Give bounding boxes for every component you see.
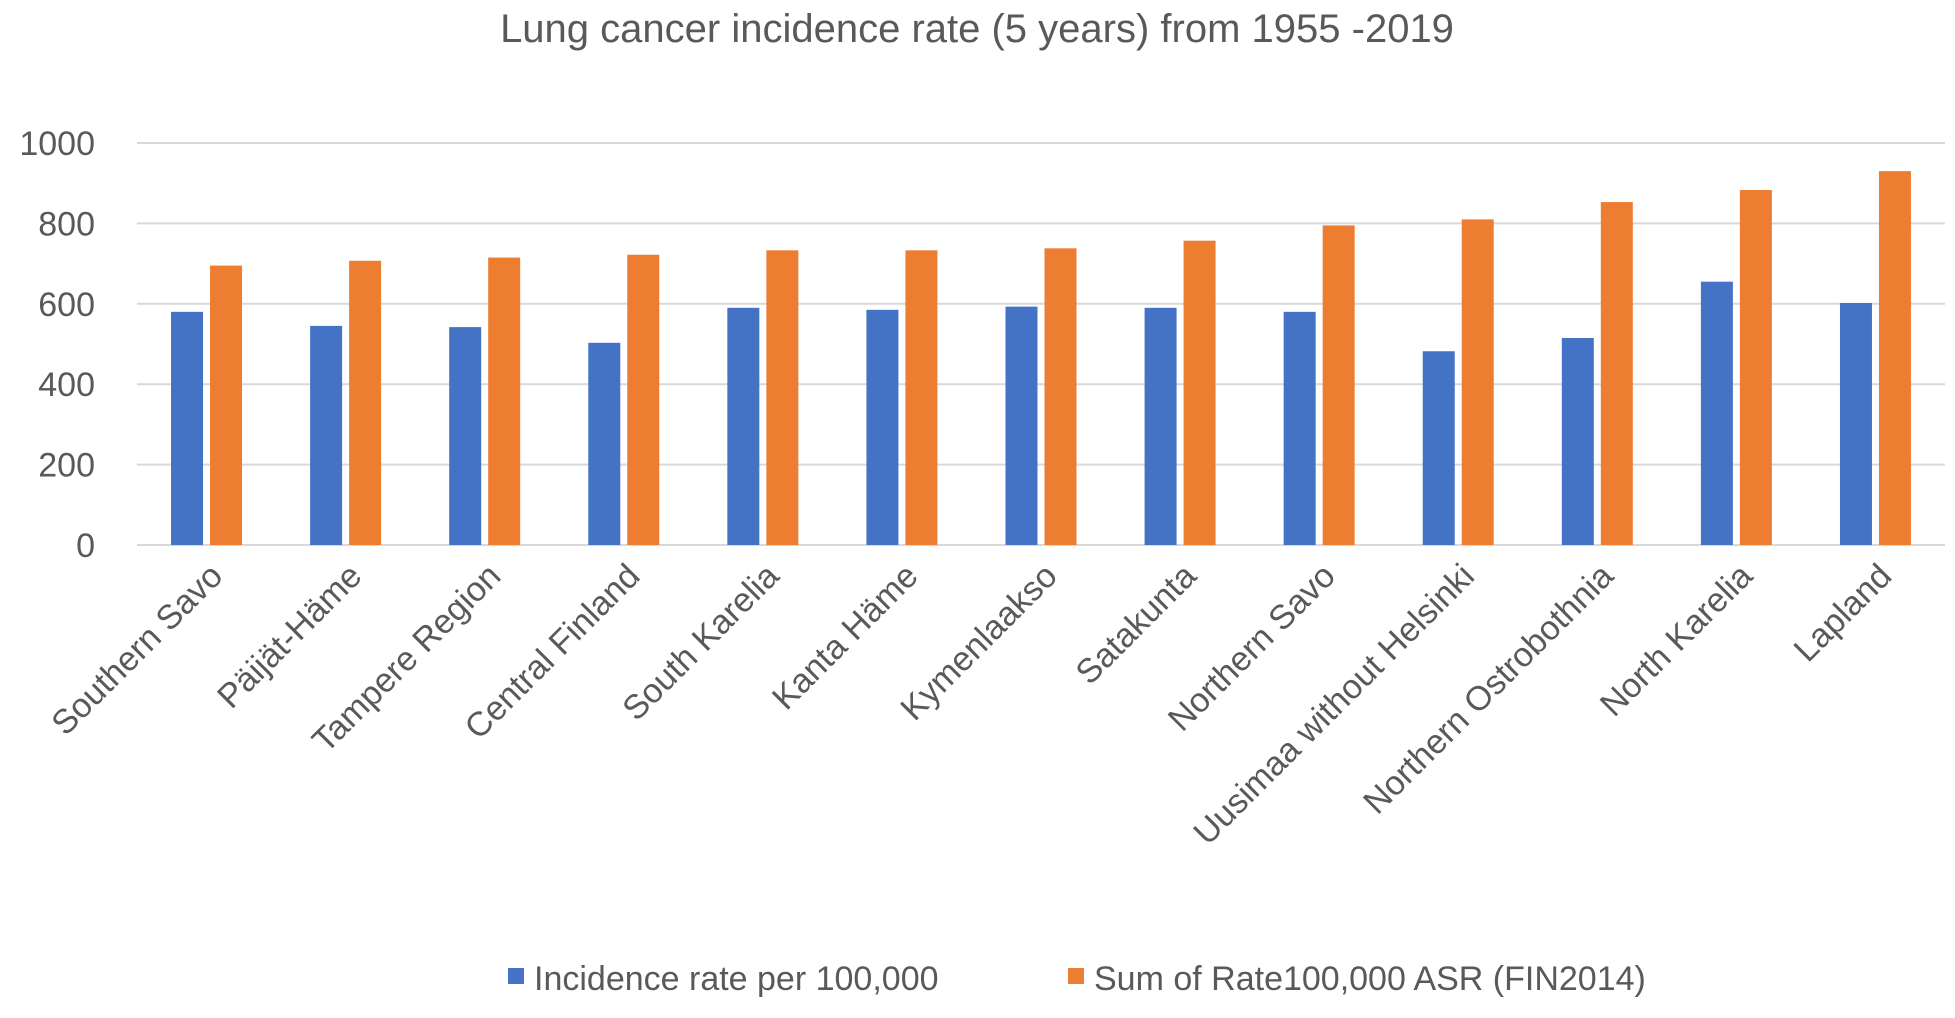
- y-axis-ticks: 0 200 400 600 800 1000: [19, 125, 95, 565]
- bar-asr-sum-3: [627, 254, 660, 546]
- x-category-label: Northern Ostrobothnia: [1356, 557, 1621, 822]
- y-tick-label: 800: [38, 205, 95, 243]
- x-category-label: Satakunta: [1069, 557, 1204, 692]
- legend-label: Incidence rate per 100,000: [534, 960, 939, 998]
- legend-label: Sum of Rate100,000 ASR (FIN2014): [1094, 960, 1646, 998]
- bar-incidence-rate-3: [588, 342, 621, 545]
- bar-asr-sum-9: [1461, 219, 1494, 545]
- legend-swatch: [1068, 968, 1084, 984]
- bar-incidence-rate-9: [1422, 351, 1455, 545]
- bar-incidence-rate-0: [171, 311, 204, 545]
- bar-incidence-rate-5: [866, 309, 899, 545]
- x-category-label: Uusimaa without Helsinki: [1186, 557, 1481, 852]
- bar-incidence-rate-12: [1839, 302, 1872, 545]
- bar-incidence-rate-4: [727, 307, 760, 545]
- bar-asr-sum-7: [1183, 240, 1216, 545]
- gridlines: [137, 142, 1945, 546]
- bar-incidence-rate-8: [1283, 311, 1316, 545]
- y-tick-label: 200: [38, 447, 95, 485]
- bar-incidence-rate-11: [1700, 281, 1733, 545]
- y-tick-label: 600: [38, 286, 95, 324]
- legend: Incidence rate per 100,000 Sum of Rate100…: [508, 960, 1646, 998]
- bar-asr-sum-10: [1600, 202, 1633, 545]
- bar-incidence-rate-10: [1561, 337, 1594, 545]
- bar-asr-sum-11: [1739, 190, 1772, 545]
- bar-asr-sum-12: [1878, 171, 1911, 545]
- bar-incidence-rate-7: [1144, 307, 1177, 545]
- bar-incidence-rate-2: [449, 327, 482, 545]
- bars: [171, 171, 1911, 546]
- chart-title: Lung cancer incidence rate (5 years) fro…: [500, 7, 1454, 51]
- legend-swatch: [508, 968, 524, 984]
- x-category-label: Southern Savo: [44, 557, 230, 743]
- bar-asr-sum-8: [1322, 225, 1355, 545]
- y-tick-label: 400: [38, 366, 95, 404]
- x-category-label: Lapland: [1787, 557, 1899, 669]
- bar-asr-sum-0: [210, 265, 243, 545]
- bar-incidence-rate-1: [310, 325, 343, 545]
- bar-asr-sum-1: [349, 260, 382, 545]
- bar-asr-sum-6: [1044, 248, 1077, 545]
- bar-asr-sum-4: [766, 250, 799, 546]
- bar-asr-sum-5: [905, 250, 938, 546]
- y-tick-label: 1000: [19, 125, 95, 163]
- bar-incidence-rate-6: [1005, 306, 1038, 545]
- bar-asr-sum-2: [488, 257, 521, 545]
- y-tick-label: 0: [76, 527, 95, 565]
